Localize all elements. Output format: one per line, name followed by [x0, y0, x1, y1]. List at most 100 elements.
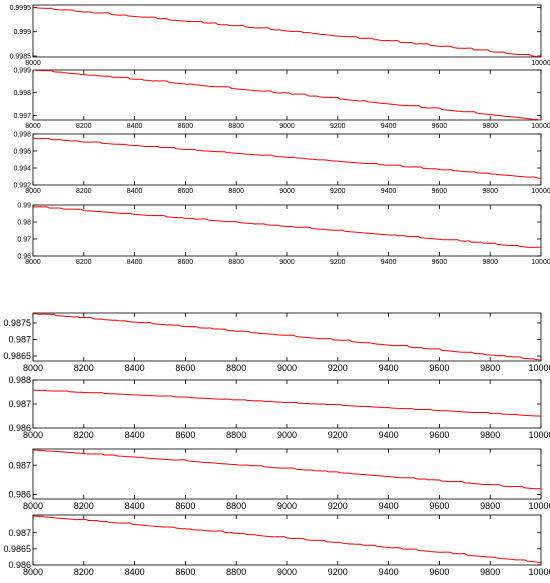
series-line	[32, 313, 542, 361]
x-tick-label: 9800	[480, 430, 500, 440]
x-tick-label: 10000	[531, 259, 550, 266]
chart-panel-4: 0.96 0.97 0.98 0.99 8000 8200 8400 8600 8800 9000…	[17, 202, 550, 266]
series-line	[32, 69, 542, 121]
x-tick-label: 9200	[330, 123, 346, 130]
y-tick-label: 0.999	[13, 29, 31, 36]
x-tick-label: 9200	[328, 567, 348, 577]
x-tick-label: 9600	[432, 188, 448, 195]
x-tick-label: 10000	[528, 363, 550, 373]
x-tick-label: 9000	[279, 188, 295, 195]
series-line	[32, 6, 542, 58]
y-tick-label: 0.9875	[3, 318, 31, 328]
y-tick-label: 0.96	[17, 253, 31, 260]
x-tick-label: 8200	[74, 363, 94, 373]
x-tick-label: 9000	[277, 430, 297, 440]
y-tick-label: 0.97	[17, 236, 31, 243]
y-tick-label: 0.999	[13, 67, 31, 74]
x-tick-label: 9000	[277, 363, 297, 373]
x-tick-label: 8400	[125, 567, 145, 577]
x-tick-label: 8800	[228, 123, 244, 130]
series-line	[32, 515, 542, 563]
y-tick-label: 0.986	[8, 423, 31, 433]
x-tick-label: 9200	[328, 363, 348, 373]
x-tick-label: 10000	[531, 188, 550, 195]
x-tick-label: 9600	[432, 123, 448, 130]
x-tick-label: 8600	[175, 567, 195, 577]
x-tick-label: 10000	[531, 60, 550, 67]
x-tick-label: 9400	[381, 259, 397, 266]
x-tick-label: 8200	[74, 501, 94, 511]
x-tick-label: 8200	[76, 259, 92, 266]
y-tick-label: 0.9985	[10, 53, 32, 60]
y-tick-label: 0.987	[8, 528, 31, 538]
x-tick-label: 9800	[482, 123, 498, 130]
x-tick-label: 9200	[328, 501, 348, 511]
x-tick-label: 10000	[528, 567, 550, 577]
x-tick-label: 8400	[125, 430, 145, 440]
x-tick-label: 8400	[125, 363, 145, 373]
x-tick-label: 8400	[127, 188, 143, 195]
x-tick-label: 8000	[23, 501, 43, 511]
x-tick-label: 10000	[531, 123, 550, 130]
x-tick-label: 8800	[226, 501, 246, 511]
x-tick-label: 10000	[528, 430, 550, 440]
x-tick-label: 8000	[25, 123, 41, 130]
plot-frame	[32, 133, 542, 186]
y-tick-label: 0.987	[8, 399, 31, 409]
x-tick-label: 9600	[432, 259, 448, 266]
x-tick-label: 9400	[379, 430, 399, 440]
series-line	[32, 137, 542, 179]
x-tick-label: 8800	[228, 188, 244, 195]
x-tick-label: 8800	[226, 363, 246, 373]
x-tick-label: 8400	[127, 123, 143, 130]
x-tick-label: 9000	[277, 567, 297, 577]
chart-panel-6: 0.986 0.987 0.988 8000 8200 8400 8600 8800 9000 9…	[8, 375, 550, 440]
x-tick-label: 8600	[175, 501, 195, 511]
x-tick-label: 8000	[25, 259, 41, 266]
series-line	[32, 449, 542, 490]
x-tick-label: 8000	[23, 430, 43, 440]
chart-panel-5: 0.9865 0.987 0.9875 8000 8200 8400 8600 8800 900…	[3, 312, 550, 373]
y-tick-label: 0.996	[13, 148, 31, 155]
y-tick-label: 0.997	[13, 113, 31, 120]
x-tick-label: 8000	[23, 363, 43, 373]
y-tick-label: 0.998	[13, 90, 31, 97]
x-tick-label: 9600	[429, 430, 449, 440]
chart-panel-8: 0.986 0.9865 0.987 8000 8200 8400 8600 8800 9000…	[3, 514, 550, 577]
x-tick-label: 8200	[76, 188, 92, 195]
chart-panel-3: 0.992 0.994 0.996 0.998 8000 8200 8400 8600 8800…	[13, 131, 550, 195]
x-tick-label: 8000	[23, 567, 43, 577]
x-tick-label: 9600	[429, 501, 449, 511]
y-tick-label: 0.99	[17, 202, 31, 209]
x-tick-label: 9000	[277, 501, 297, 511]
y-tick-label: 0.994	[13, 165, 31, 172]
chart-panel-7: 0.986 0.987 8000 8200 8400 8600 8800 9000 9200 94…	[8, 448, 550, 511]
x-tick-label: 9400	[379, 567, 399, 577]
x-tick-label: 8200	[76, 123, 92, 130]
x-tick-label: 9600	[429, 567, 449, 577]
x-tick-label: 8800	[226, 567, 246, 577]
y-tick-label: 0.9995	[10, 5, 32, 12]
plot-frame	[32, 69, 542, 121]
y-tick-label: 0.988	[8, 375, 31, 385]
x-tick-label: 8600	[175, 430, 195, 440]
y-tick-label: 0.986	[8, 560, 31, 570]
x-tick-label: 9800	[482, 259, 498, 266]
chart-panel-2: 0.997 0.998 0.999 8000 8200 8400 8600 8800 9000 9…	[13, 67, 550, 130]
y-tick-label: 0.986	[8, 490, 31, 500]
y-tick-label: 0.987	[8, 335, 31, 345]
x-tick-label: 9200	[330, 188, 346, 195]
x-tick-label: 9400	[381, 123, 397, 130]
plot-frame	[32, 379, 542, 429]
x-tick-label: 9400	[381, 188, 397, 195]
x-tick-label: 9200	[330, 259, 346, 266]
plot-frame	[32, 448, 542, 500]
x-tick-label: 8000	[25, 188, 41, 195]
x-tick-label: 8600	[175, 363, 195, 373]
x-tick-label: 9600	[429, 363, 449, 373]
series-line	[32, 206, 542, 248]
x-tick-label: 9800	[482, 188, 498, 195]
x-tick-label: 9800	[480, 363, 500, 373]
series-line	[32, 389, 542, 417]
